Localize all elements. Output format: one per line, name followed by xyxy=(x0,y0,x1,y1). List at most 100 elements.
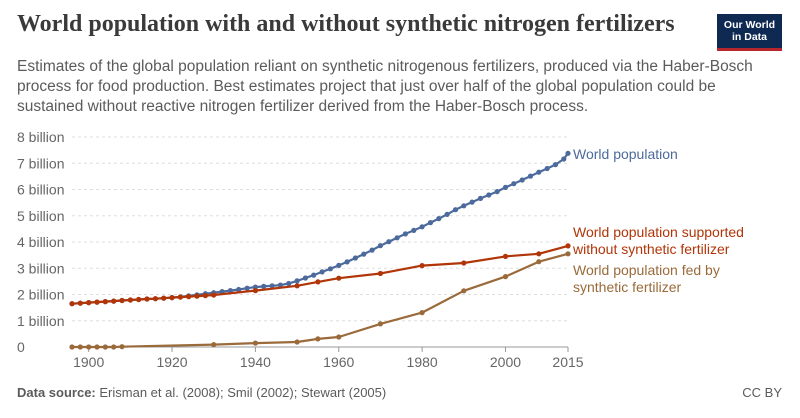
data-point xyxy=(536,259,542,265)
series-label-line: World population supported xyxy=(573,224,744,240)
y-tick-label: 4 billion xyxy=(17,234,64,250)
x-tick-label: 2000 xyxy=(490,354,521,370)
series-label-2: World population supported without synthe… xyxy=(572,224,744,257)
data-point xyxy=(402,231,408,237)
data-point xyxy=(461,260,467,266)
data-point xyxy=(315,336,321,342)
data-point xyxy=(119,297,125,304)
data-point xyxy=(102,344,108,350)
data-point xyxy=(377,321,383,327)
data-point xyxy=(86,344,92,350)
data-point xyxy=(169,295,175,301)
data-point xyxy=(86,300,92,306)
data-point xyxy=(469,199,475,205)
axis-layer: 0 1 billion 2 billion 3 billion 4 billion 5 b… xyxy=(17,129,584,370)
data-point xyxy=(77,344,83,350)
x-tick-label: 1920 xyxy=(156,354,187,370)
data-point xyxy=(552,162,559,168)
y-tick-label: 6 billion xyxy=(17,182,64,198)
series-3 xyxy=(69,251,571,350)
series-label-line: World population xyxy=(573,146,678,162)
data-point xyxy=(69,301,75,307)
y-tick-label: 5 billion xyxy=(17,208,64,224)
data-point xyxy=(77,300,83,306)
data-point xyxy=(419,310,425,316)
data-source-text[interactable]: Erisman et al. (2008); Smil (2002); Stew… xyxy=(99,385,387,400)
y-tick-label: 1 billion xyxy=(17,313,64,329)
data-point xyxy=(361,251,367,257)
logo-line-1: Our World xyxy=(723,19,776,31)
x-tick-label: 1960 xyxy=(323,354,354,370)
label-layer: World population World population support… xyxy=(572,146,744,295)
data-point xyxy=(227,288,233,294)
data-point xyxy=(544,165,550,172)
data-point xyxy=(419,263,425,269)
data-point xyxy=(277,282,283,288)
chart-subtitle: Estimates of the global population relia… xyxy=(17,58,753,115)
data-point xyxy=(436,216,442,222)
data-point xyxy=(527,173,534,179)
data-point xyxy=(177,294,183,300)
data-point xyxy=(152,296,158,302)
series-label-line: World population fed by xyxy=(573,262,720,278)
data-point xyxy=(536,169,542,175)
data-point xyxy=(511,181,517,187)
x-tick-label: 1940 xyxy=(240,354,271,370)
series-2 xyxy=(69,243,571,307)
series-label-3: World population fed by synthetic fertili… xyxy=(573,262,720,295)
data-point xyxy=(561,156,567,162)
data-point xyxy=(294,339,300,345)
data-point xyxy=(186,294,192,300)
data-source: Data source: Erisman et al. (2008); Smil… xyxy=(17,385,386,400)
series-line xyxy=(71,244,569,305)
data-point xyxy=(261,283,267,289)
data-point xyxy=(286,280,292,287)
data-point xyxy=(119,344,125,350)
data-point xyxy=(311,272,317,278)
owid-logo[interactable]: Our World in Data xyxy=(717,14,782,51)
y-tick-label: 7 billion xyxy=(17,155,64,171)
data-point xyxy=(211,292,217,298)
data-source-label: Data source: xyxy=(17,385,96,400)
data-point xyxy=(369,247,375,253)
data-point xyxy=(211,342,217,348)
data-point xyxy=(536,251,542,257)
series-label-line: synthetic fertilizer xyxy=(573,279,681,295)
series-label-1: World population xyxy=(573,146,678,162)
data-point xyxy=(252,340,258,346)
data-point xyxy=(486,192,492,198)
data-point xyxy=(315,279,321,285)
data-point xyxy=(377,243,383,249)
data-point xyxy=(194,293,200,299)
series-label-line: without synthetic fertilizer xyxy=(572,241,730,257)
data-point xyxy=(102,299,108,305)
data-point xyxy=(69,344,75,350)
data-point xyxy=(565,251,571,257)
data-point xyxy=(336,262,342,268)
y-tick-label: 0 xyxy=(17,339,25,355)
data-point xyxy=(294,283,300,289)
license-link[interactable]: CC BY xyxy=(742,385,782,400)
data-point xyxy=(427,220,434,226)
data-point xyxy=(252,288,258,294)
data-point xyxy=(502,253,509,259)
x-tick-label: 2015 xyxy=(552,354,583,370)
data-point xyxy=(461,288,467,294)
data-point xyxy=(477,195,484,201)
series-layer xyxy=(69,150,571,350)
data-point xyxy=(336,275,342,281)
data-point xyxy=(294,278,300,284)
data-point xyxy=(452,207,459,213)
y-tick-label: 2 billion xyxy=(17,287,64,303)
data-point xyxy=(444,211,450,217)
grid-layer xyxy=(72,136,568,322)
data-point xyxy=(111,298,117,304)
data-point xyxy=(302,275,308,281)
data-point xyxy=(461,203,467,209)
data-point xyxy=(269,283,275,289)
data-point xyxy=(336,334,342,340)
data-point xyxy=(411,227,417,233)
data-point xyxy=(94,299,100,305)
data-point xyxy=(565,150,571,156)
